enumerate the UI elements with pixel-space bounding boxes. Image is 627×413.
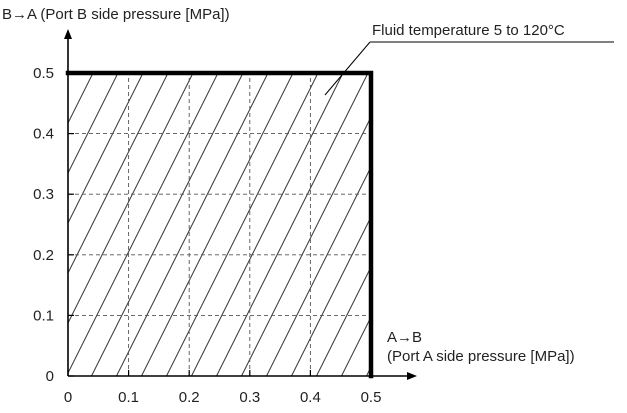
hatch-line (68, 73, 119, 175)
x-tick-label: 0 (64, 389, 72, 406)
x-axis-label-line2: (Port A side pressure [MPa]) (387, 348, 575, 365)
hatch-line (191, 73, 344, 376)
y-tick-label: 0.5 (33, 65, 54, 82)
hatch-line (341, 315, 371, 376)
annotation-label: Fluid temperature 5 to 120°C (372, 22, 565, 39)
hatch-line (116, 73, 269, 376)
hatch-line (91, 73, 244, 376)
hatch-line (141, 73, 294, 376)
hatch-line (266, 165, 371, 376)
y-tick-label: 0.3 (33, 186, 54, 203)
hatch-line (68, 73, 144, 225)
hatch-line (241, 115, 371, 376)
x-tick-label: 0.2 (179, 389, 200, 406)
hatched-region (68, 73, 371, 376)
hatch-line (216, 73, 369, 376)
x-tick-label: 0.4 (300, 389, 321, 406)
y-axis-label: B→A (Port B side pressure [MPa]) (2, 6, 230, 23)
hatch-line (68, 73, 169, 275)
x-axis-label-line1: A→B (387, 329, 422, 346)
axis-ticks: 0 0.1 0.2 0.3 0.4 0.5 0 0.1 0.2 0.3 0.4 0.5 (33, 65, 381, 406)
hatch-line (316, 265, 371, 376)
hatch-line (68, 73, 69, 75)
x-tick-label: 0.3 (239, 389, 260, 406)
y-tick-label: 0.4 (33, 126, 54, 143)
hatch-line (68, 73, 219, 375)
grid-lines (68, 73, 371, 376)
y-tick-label: 0.1 (33, 307, 54, 324)
hatch-line (291, 215, 371, 376)
hatch-line (68, 73, 94, 125)
y-tick-label: 0.2 (33, 247, 54, 264)
hatch-line (68, 73, 194, 325)
x-tick-label: 0.1 (118, 389, 139, 406)
operating-range-boundary (65, 70, 374, 379)
annotation-leader-line (324, 41, 371, 96)
hatch-line (166, 73, 319, 376)
y-tick-label: 0 (46, 368, 54, 385)
x-tick-label: 0.5 (361, 389, 382, 406)
